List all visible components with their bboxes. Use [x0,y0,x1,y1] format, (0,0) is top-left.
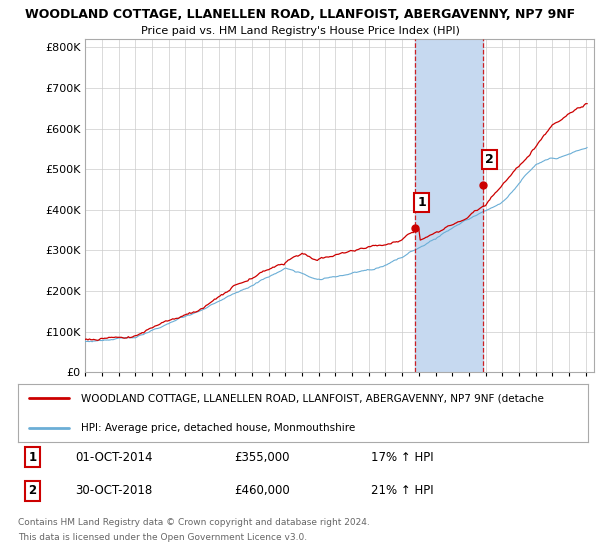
Text: WOODLAND COTTAGE, LLANELLEN ROAD, LLANFOIST, ABERGAVENNY, NP7 9NF: WOODLAND COTTAGE, LLANELLEN ROAD, LLANFO… [25,8,575,21]
Bar [415,39,483,372]
Text: 01-OCT-2014: 01-OCT-2014 [75,451,152,464]
Text: 2: 2 [485,153,494,166]
Text: WOODLAND COTTAGE, LLANELLEN ROAD, LLANFOIST, ABERGAVENNY, NP7 9NF (detache: WOODLAND COTTAGE, LLANELLEN ROAD, LLANFO… [80,393,544,403]
Text: 1: 1 [28,451,37,464]
Text: 21% ↑ HPI: 21% ↑ HPI [371,484,434,497]
Text: 2: 2 [28,484,37,497]
Text: 1: 1 [417,196,426,209]
Text: 30-OCT-2018: 30-OCT-2018 [75,484,152,497]
Text: £355,000: £355,000 [235,451,290,464]
Text: 17% ↑ HPI: 17% ↑ HPI [371,451,434,464]
Text: HPI: Average price, detached house, Monmouthshire: HPI: Average price, detached house, Monm… [80,423,355,433]
Text: This data is licensed under the Open Government Licence v3.0.: This data is licensed under the Open Gov… [18,533,307,542]
Text: Contains HM Land Registry data © Crown copyright and database right 2024.: Contains HM Land Registry data © Crown c… [18,518,370,527]
Text: Price paid vs. HM Land Registry's House Price Index (HPI): Price paid vs. HM Land Registry's House … [140,26,460,36]
Text: £460,000: £460,000 [235,484,290,497]
